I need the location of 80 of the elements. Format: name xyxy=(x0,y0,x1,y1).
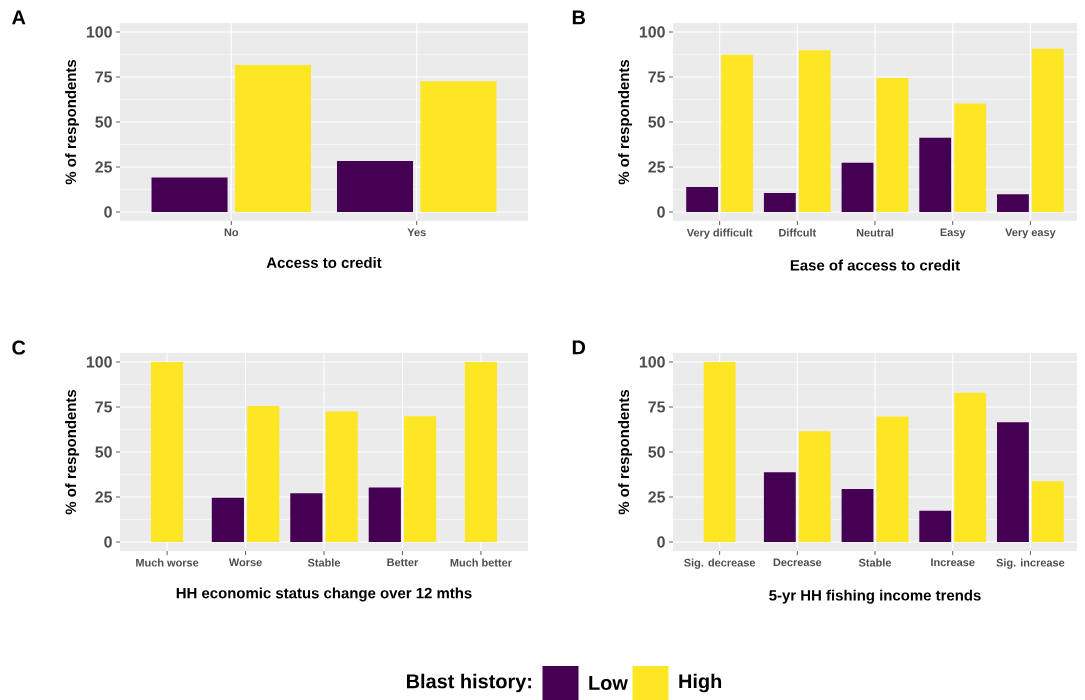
x-tick-label: No xyxy=(224,228,239,237)
y-tick-label: 25 xyxy=(648,491,666,503)
y-tick-label: 75 xyxy=(95,401,113,413)
bar xyxy=(841,162,874,212)
y-tick-label: 75 xyxy=(648,401,666,413)
bar xyxy=(151,177,228,212)
bar xyxy=(996,194,1029,212)
y-axis-title: % of respondents xyxy=(618,59,633,185)
x-tick-label: Very easy xyxy=(1005,228,1056,239)
y-tick-label: 50 xyxy=(648,446,665,458)
bar xyxy=(876,416,909,543)
legend-label: High xyxy=(679,673,722,693)
y-tick-label: 0 xyxy=(104,536,112,548)
bar xyxy=(763,192,796,212)
bar xyxy=(954,103,987,212)
x-tick-label: Very difficult xyxy=(686,228,753,239)
y-axis-title: % of respondents xyxy=(65,59,80,185)
y-tick-label: 100 xyxy=(86,26,112,38)
y-tick-label: 100 xyxy=(639,26,665,38)
x-tick-label: Decrease xyxy=(773,558,822,567)
y-tick-label: 75 xyxy=(648,71,666,83)
x-tick-label: Much worse xyxy=(136,558,199,567)
bar xyxy=(325,411,358,543)
y-tick-label: 100 xyxy=(86,356,112,368)
bar xyxy=(234,65,312,212)
legend-label: Low xyxy=(589,676,628,690)
x-tick-label: Yes xyxy=(407,228,426,237)
chart-title: D xyxy=(572,340,586,355)
bar xyxy=(290,493,323,543)
y-axis-title: % of respondents xyxy=(618,389,633,515)
bar xyxy=(721,54,754,212)
bar xyxy=(798,431,831,543)
bar xyxy=(211,497,244,543)
bar xyxy=(763,472,796,543)
x-tick-label: Easy xyxy=(940,228,966,239)
legend-title: Blast history: xyxy=(406,673,532,693)
x-tick-label: Stable xyxy=(307,558,341,567)
bar xyxy=(919,510,952,543)
bar xyxy=(1031,48,1064,212)
x-tick-label: Stable xyxy=(858,558,892,567)
y-tick-label: 50 xyxy=(95,446,112,458)
bar xyxy=(954,392,987,543)
x-axis-title: 5-yr HH fishing income trends xyxy=(769,589,981,604)
y-tick-label: 50 xyxy=(95,116,112,128)
x-axis-title: Ease of access to credit xyxy=(790,259,960,271)
y-tick-label: 0 xyxy=(104,206,112,218)
bar xyxy=(404,416,437,543)
y-tick-label: 25 xyxy=(95,161,113,173)
bar xyxy=(247,405,280,543)
x-tick-label: Much better xyxy=(450,558,512,567)
x-tick-label: Better xyxy=(387,558,419,567)
y-tick-label: 75 xyxy=(95,71,113,83)
bar xyxy=(798,50,831,212)
y-tick-label: 25 xyxy=(95,491,113,503)
bar xyxy=(996,422,1029,543)
x-tick-label: Sig. increase xyxy=(996,558,1065,569)
bar xyxy=(876,77,909,212)
y-axis-title: % of respondents xyxy=(65,389,80,515)
y-tick-label: 0 xyxy=(657,206,665,218)
bar xyxy=(420,81,497,212)
bar xyxy=(841,488,874,543)
x-tick-label: Diffcult xyxy=(779,228,817,237)
x-axis-title: HH economic status change over 12 mths xyxy=(176,587,472,602)
y-tick-label: 25 xyxy=(648,161,666,173)
bar xyxy=(686,186,719,212)
x-axis-title: Access to credit xyxy=(266,257,382,268)
chart-title: B xyxy=(572,10,586,25)
bar xyxy=(368,487,401,543)
bar xyxy=(1031,481,1064,543)
bar xyxy=(919,137,952,212)
x-tick-label: Worse xyxy=(228,558,262,567)
y-tick-label: 0 xyxy=(657,536,665,548)
x-tick-label: Neutral xyxy=(856,228,894,237)
bar xyxy=(336,161,414,212)
x-tick-label: Increase xyxy=(931,558,975,567)
chart-title: C xyxy=(12,340,26,355)
x-tick-label: Sig. decrease xyxy=(684,558,756,569)
chart-title: A xyxy=(12,10,26,25)
y-tick-label: 100 xyxy=(639,356,665,368)
y-tick-label: 50 xyxy=(648,116,665,128)
